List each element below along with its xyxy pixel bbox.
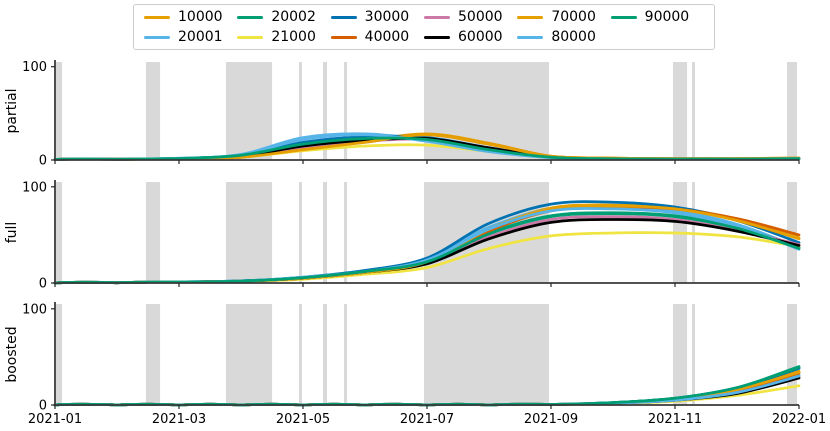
legend-item-21000: 21000: [237, 30, 330, 44]
legend-label: 10000: [178, 9, 223, 25]
x-tick-label: 2021-11: [648, 412, 702, 427]
shaded-band: [56, 304, 62, 405]
x-tick-label: 2021-01: [28, 412, 82, 427]
series-line-90000: [53, 212, 801, 285]
shaded-band: [146, 304, 161, 405]
shaded-band: [299, 62, 302, 160]
legend-swatch-icon: [517, 35, 544, 39]
legend-swatch-icon: [144, 15, 170, 19]
shaded-band: [424, 304, 549, 405]
y-tick-label: 0: [39, 277, 47, 292]
x-tick-label: 2021-03: [152, 412, 206, 427]
legend-label: 30000: [364, 9, 410, 25]
shaded-band: [323, 182, 327, 283]
y-axis-label: partial: [4, 88, 20, 133]
shaded-band: [146, 62, 161, 160]
shaded-band: [787, 304, 797, 405]
legend-swatch-icon: [144, 35, 170, 39]
shaded-band: [226, 62, 273, 160]
shaded-band: [299, 182, 302, 283]
x-tick-label: 2021-09: [524, 412, 578, 427]
shaded-band: [226, 182, 273, 283]
shaded-band: [692, 62, 695, 160]
x-tick-label: 2021-05: [276, 412, 330, 427]
legend-item-50000: 50000: [424, 10, 517, 24]
legend-swatch-icon: [237, 35, 264, 39]
shaded-band: [299, 304, 302, 405]
shaded-band: [56, 62, 62, 160]
y-tick-label: 0: [39, 399, 47, 414]
shaded-band: [692, 304, 695, 405]
legend-swatch-icon: [517, 15, 544, 19]
shaded-band: [344, 62, 348, 160]
shaded-band: [673, 304, 688, 405]
legend-label: 40000: [364, 29, 410, 45]
shaded-band: [323, 304, 327, 405]
legend-label: 80000: [551, 29, 596, 45]
legend-item-40000: 40000: [330, 29, 424, 45]
shaded-band: [146, 182, 161, 283]
legend-label: 70000: [551, 9, 596, 25]
shaded-band: [344, 182, 348, 283]
legend-label: 20002: [271, 9, 316, 25]
legend-item-20002: 20002: [237, 10, 330, 24]
y-tick-label: 100: [22, 60, 47, 75]
legend-swatch-icon: [330, 35, 357, 39]
y-axis-label: boosted: [4, 326, 20, 382]
y-tick-label: 0: [39, 154, 47, 169]
shaded-band: [673, 62, 688, 160]
legend-label: 20001: [178, 29, 223, 45]
legend-item-10000: 10000: [144, 10, 237, 24]
y-tick-label: 100: [22, 302, 47, 317]
shaded-band: [226, 304, 273, 405]
legend-label: 21000: [271, 29, 316, 45]
legend-swatch-icon: [330, 15, 357, 19]
x-tick-label: 2021-07: [400, 412, 454, 427]
y-tick-label: 100: [22, 180, 47, 195]
y-axis-label: full: [4, 222, 20, 244]
x-tick-label: 2022-01: [772, 412, 826, 427]
legend-item-60000: 60000: [424, 30, 517, 44]
legend-swatch-icon: [237, 15, 264, 19]
legend-item-70000: 70000: [517, 10, 610, 24]
legend-item-80000: 80000: [517, 30, 610, 44]
legend-swatch-icon: [424, 15, 450, 19]
legend-label: 50000: [458, 9, 503, 25]
legend-item-20001: 20001: [144, 30, 237, 44]
shaded-band: [56, 182, 62, 283]
legend-item-30000: 30000: [330, 9, 424, 25]
legend-label: 60000: [458, 29, 503, 45]
legend: 10000 20001 20002 21000 30000 40000 50000 60000…: [133, 4, 715, 50]
shaded-band: [787, 62, 797, 160]
legend-label: 90000: [644, 9, 690, 25]
shaded-band: [323, 62, 327, 160]
legend-swatch-icon: [424, 35, 450, 39]
legend-swatch-icon: [610, 15, 637, 19]
legend-item-90000: 90000: [610, 9, 704, 25]
shaded-band: [344, 304, 348, 405]
